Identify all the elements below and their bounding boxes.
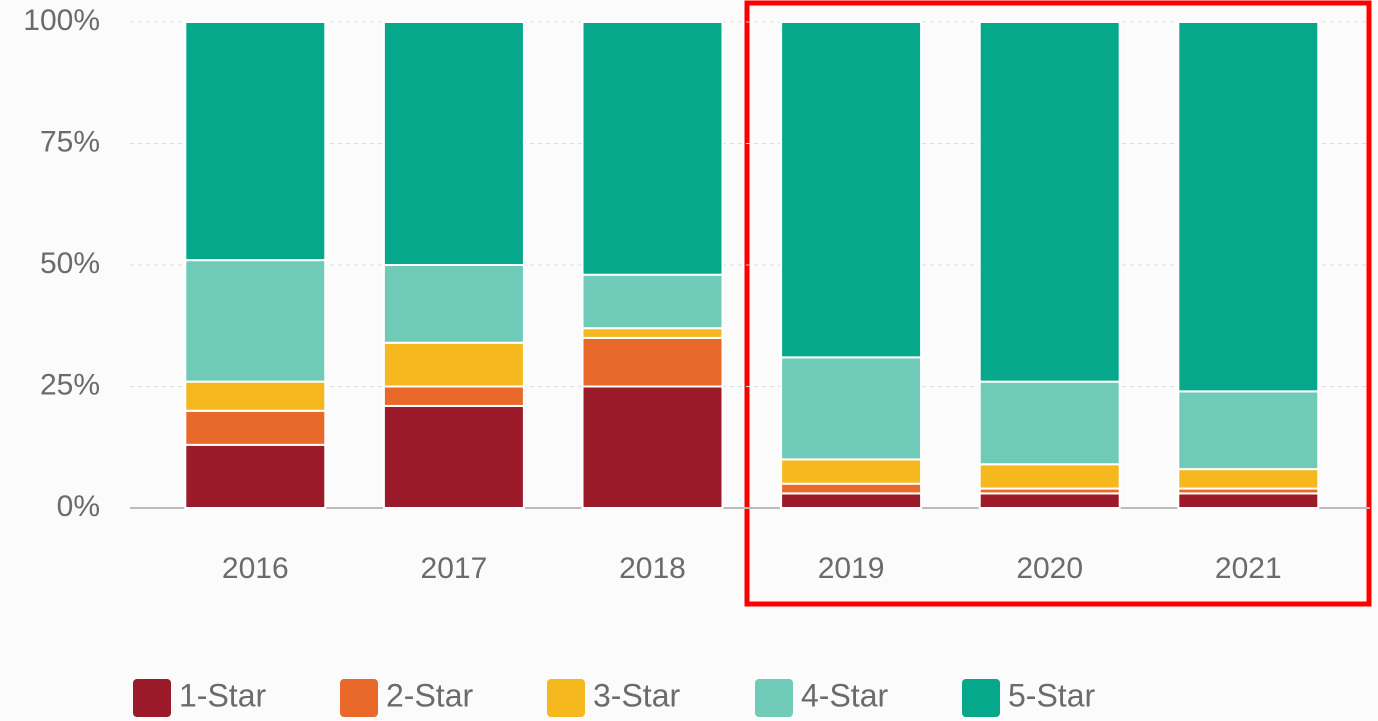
legend-swatch <box>133 679 171 717</box>
x-tick-label: 2020 <box>1016 552 1083 585</box>
highlight-box <box>744 0 1372 607</box>
bar-segment <box>581 385 724 509</box>
bar-segment <box>1177 21 1320 393</box>
legend-label: 1-Star <box>179 677 266 713</box>
legend-label: 4-Star <box>801 677 888 713</box>
bar-segment <box>1177 492 1320 510</box>
bar-segment <box>184 409 327 446</box>
legend-label: 5-Star <box>1008 677 1095 713</box>
bar-segment <box>978 463 1121 490</box>
bar-segment <box>581 273 724 330</box>
y-tick-label: 100% <box>23 4 100 37</box>
y-tick-label: 75% <box>40 125 100 158</box>
legend-swatch <box>962 679 1000 717</box>
bar-segment <box>382 21 525 266</box>
bar-segment <box>382 341 525 388</box>
bar-segment <box>780 482 923 495</box>
x-tick-label: 2016 <box>222 552 289 585</box>
bar-segment <box>184 259 327 383</box>
legend-swatch <box>547 679 585 717</box>
bar-segment <box>184 443 327 510</box>
legend-label: 2-Star <box>386 677 473 713</box>
bar-segment <box>382 385 525 407</box>
legend-swatch <box>755 679 793 717</box>
bar-segment <box>581 336 724 388</box>
bar-segment <box>184 21 327 262</box>
legend-swatch <box>340 679 378 717</box>
x-tick-label: 2018 <box>619 552 686 585</box>
bar-segment <box>780 356 923 461</box>
bar-segment <box>978 492 1121 510</box>
legend-label: 3-Star <box>593 677 680 713</box>
x-tick-label: 2017 <box>421 552 488 585</box>
bar-segment <box>1177 390 1320 471</box>
bar-segment <box>780 458 923 485</box>
bar-segment <box>184 380 327 412</box>
bar-segment <box>581 21 724 276</box>
bar-segment <box>978 380 1121 466</box>
y-tick-label: 50% <box>40 247 100 280</box>
y-tick-label: 25% <box>40 368 100 401</box>
bar-segment <box>978 21 1121 383</box>
bar-segment <box>382 264 525 344</box>
bar-segment <box>780 21 923 359</box>
bar-segment <box>581 327 724 339</box>
bar-segment <box>1177 468 1320 490</box>
bar-segment <box>780 492 923 510</box>
x-tick-label: 2019 <box>818 552 885 585</box>
x-tick-label: 2021 <box>1215 552 1282 585</box>
y-tick-label: 0% <box>57 490 100 523</box>
bar-segment <box>382 404 525 509</box>
